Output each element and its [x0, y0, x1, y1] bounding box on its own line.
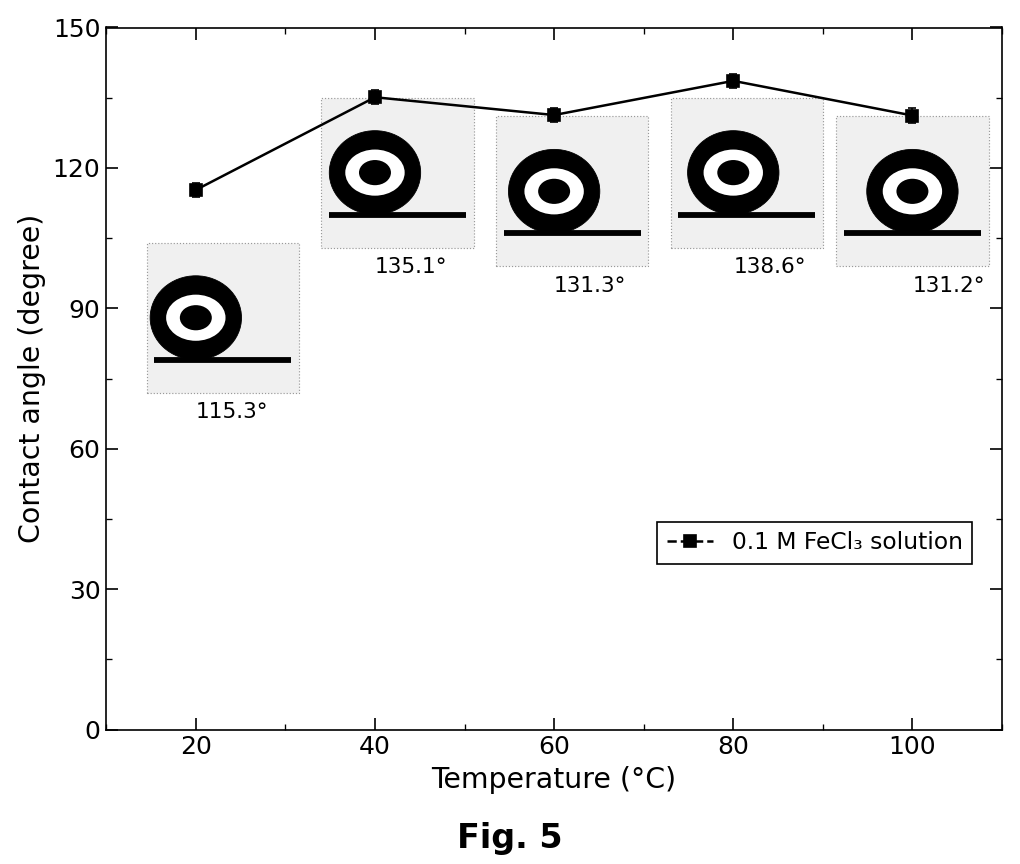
- Ellipse shape: [166, 295, 225, 340]
- Ellipse shape: [704, 149, 763, 195]
- FancyBboxPatch shape: [836, 117, 988, 266]
- Text: 131.3°: 131.3°: [554, 276, 626, 295]
- FancyBboxPatch shape: [147, 243, 299, 392]
- Ellipse shape: [150, 276, 242, 359]
- Y-axis label: Contact angle (degree): Contact angle (degree): [18, 214, 46, 543]
- Text: 115.3°: 115.3°: [196, 402, 268, 422]
- Ellipse shape: [508, 149, 600, 233]
- Ellipse shape: [180, 305, 212, 330]
- Ellipse shape: [867, 149, 958, 233]
- FancyBboxPatch shape: [670, 98, 823, 247]
- FancyBboxPatch shape: [321, 98, 473, 247]
- Text: Fig. 5: Fig. 5: [457, 823, 563, 855]
- Ellipse shape: [882, 168, 942, 214]
- Ellipse shape: [539, 179, 570, 204]
- Text: 135.1°: 135.1°: [375, 257, 448, 276]
- Text: 131.2°: 131.2°: [913, 276, 985, 295]
- Ellipse shape: [329, 130, 420, 214]
- FancyBboxPatch shape: [496, 117, 648, 266]
- X-axis label: Temperature (°C): Temperature (°C): [431, 766, 676, 794]
- Ellipse shape: [524, 168, 583, 214]
- Ellipse shape: [359, 160, 391, 185]
- Ellipse shape: [346, 149, 405, 195]
- Ellipse shape: [717, 160, 750, 185]
- Ellipse shape: [687, 130, 779, 214]
- Legend: 0.1 M FeCl₃ solution: 0.1 M FeCl₃ solution: [658, 522, 972, 563]
- Text: 138.6°: 138.6°: [733, 257, 806, 276]
- Ellipse shape: [897, 179, 928, 204]
